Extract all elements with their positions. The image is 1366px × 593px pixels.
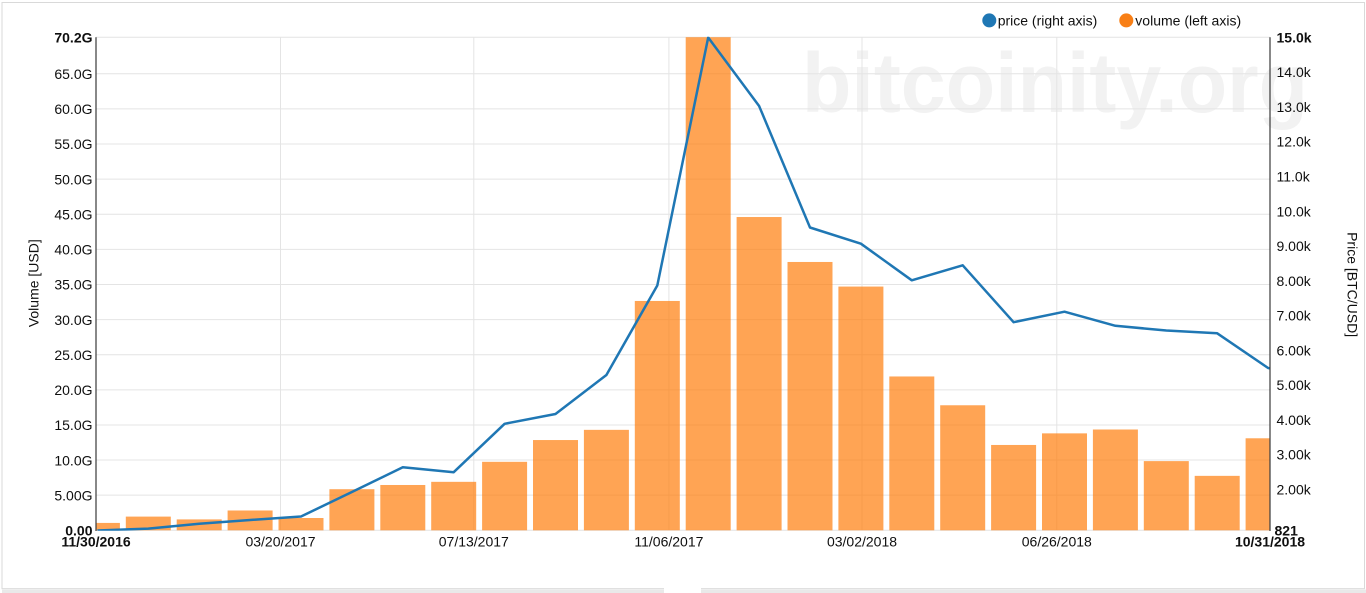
svg-text:5.00G: 5.00G <box>54 487 92 503</box>
svg-text:price (right axis): price (right axis) <box>998 13 1098 29</box>
svg-text:9.00k: 9.00k <box>1277 238 1312 254</box>
svg-text:60.0G: 60.0G <box>54 101 92 117</box>
svg-text:13.0k: 13.0k <box>1277 99 1312 115</box>
svg-text:10.0G: 10.0G <box>54 452 92 468</box>
svg-text:volume (left axis): volume (left axis) <box>1135 13 1241 29</box>
svg-text:11/06/2017: 11/06/2017 <box>634 534 703 550</box>
svg-text:Price [BTC/USD]: Price [BTC/USD] <box>1345 232 1361 337</box>
svg-text:65.0G: 65.0G <box>54 66 92 82</box>
svg-text:bitcoinity.org: bitcoinity.org <box>802 36 1308 130</box>
svg-text:30.0G: 30.0G <box>54 312 92 328</box>
svg-text:14.0k: 14.0k <box>1277 64 1312 80</box>
svg-text:10/31/2018: 10/31/2018 <box>1235 534 1305 550</box>
svg-text:15.0k: 15.0k <box>1277 29 1312 45</box>
svg-text:4.00k: 4.00k <box>1277 412 1312 428</box>
svg-text:40.0G: 40.0G <box>54 242 92 258</box>
svg-text:10.0k: 10.0k <box>1277 203 1312 219</box>
svg-text:70.2G: 70.2G <box>54 29 92 45</box>
svg-text:03/20/2017: 03/20/2017 <box>245 534 315 550</box>
svg-text:12.0k: 12.0k <box>1277 134 1312 150</box>
svg-text:7.00k: 7.00k <box>1277 308 1312 324</box>
svg-text:2.00k: 2.00k <box>1277 482 1312 498</box>
svg-text:07/13/2017: 07/13/2017 <box>439 534 509 550</box>
svg-text:0.00: 0.00 <box>65 523 92 539</box>
svg-text:5.00k: 5.00k <box>1277 377 1312 393</box>
svg-text:6.00k: 6.00k <box>1277 342 1312 358</box>
svg-text:821: 821 <box>1275 523 1299 539</box>
svg-text:11/30/2016: 11/30/2016 <box>61 534 131 550</box>
svg-text:25.0G: 25.0G <box>54 347 92 363</box>
svg-text:8.00k: 8.00k <box>1277 273 1312 289</box>
svg-text:03/02/2018: 03/02/2018 <box>827 534 897 550</box>
svg-text:45.0G: 45.0G <box>54 206 92 222</box>
svg-text:Volume [USD]: Volume [USD] <box>26 239 42 327</box>
svg-text:06/26/2018: 06/26/2018 <box>1022 534 1092 550</box>
svg-text:3.00k: 3.00k <box>1277 447 1312 463</box>
svg-text:50.0G: 50.0G <box>54 171 92 187</box>
svg-text:35.0G: 35.0G <box>54 277 92 293</box>
svg-text:20.0G: 20.0G <box>54 382 92 398</box>
svg-text:55.0G: 55.0G <box>54 136 92 152</box>
svg-text:15.0G: 15.0G <box>54 417 92 433</box>
svg-text:11.0k: 11.0k <box>1277 169 1311 185</box>
